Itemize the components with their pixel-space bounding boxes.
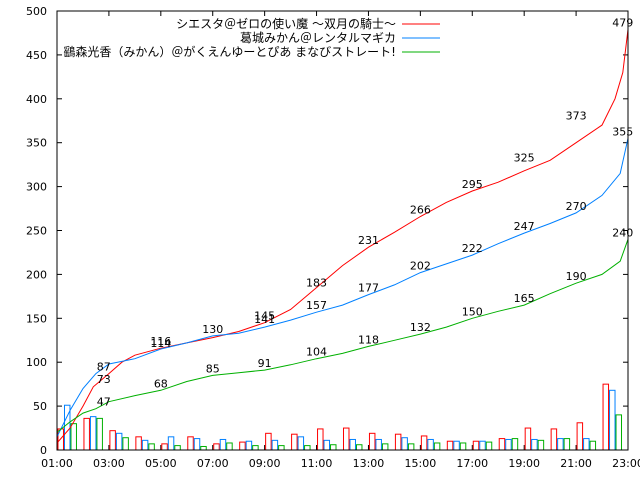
legend: シエスタ＠ゼロの使い魔 〜双月の騎士〜葛城みかん＠レンタルマギカ鷂森光香（みかん… — [63, 16, 440, 59]
x-tick-label: 23:00 — [612, 457, 640, 470]
x-tick-label: 01:00 — [41, 457, 73, 470]
x-tick-label: 03:00 — [93, 457, 125, 470]
plot-background — [57, 11, 628, 450]
data-label: 247 — [514, 220, 535, 233]
data-label: 87 — [97, 361, 111, 374]
y-tick-label: 300 — [26, 181, 47, 194]
y-tick-label: 50 — [33, 400, 47, 413]
data-label: 145 — [254, 310, 275, 323]
y-tick-label: 0 — [40, 444, 47, 457]
data-label: 130 — [202, 323, 223, 336]
y-tick-label: 200 — [26, 268, 47, 281]
y-tick-label: 100 — [26, 356, 47, 369]
data-label: 177 — [358, 282, 379, 295]
data-label: 104 — [306, 346, 327, 359]
x-tick-label: 11:00 — [301, 457, 333, 470]
data-label: 266 — [410, 203, 431, 216]
data-label: 295 — [462, 178, 483, 191]
y-tick-label: 350 — [26, 137, 47, 150]
x-tick-label: 17:00 — [456, 457, 488, 470]
data-label: 355 — [612, 125, 633, 138]
series-line — [56, 239, 629, 433]
y-tick-label: 400 — [26, 93, 47, 106]
data-label: 270 — [566, 200, 587, 213]
series-line — [56, 29, 629, 444]
data-label: 150 — [462, 305, 483, 318]
data-label: 373 — [566, 110, 587, 123]
data-label: 91 — [258, 357, 272, 370]
data-label: 118 — [358, 333, 379, 346]
legend-label: 葛城みかん＠レンタルマギカ — [240, 31, 396, 45]
data-label: 183 — [306, 276, 327, 289]
data-label: 141 — [254, 313, 275, 326]
x-tick-label: 19:00 — [508, 457, 540, 470]
data-label: 47 — [97, 396, 111, 409]
data-label: 68 — [154, 377, 168, 390]
x-tick-label: 07:00 — [197, 457, 229, 470]
data-label: 132 — [410, 321, 431, 334]
x-tick-label: 13:00 — [353, 457, 385, 470]
series-line — [56, 138, 629, 438]
data-label: 325 — [514, 152, 535, 165]
data-label: 231 — [358, 234, 379, 247]
y-tick-label: 500 — [26, 5, 47, 18]
x-tick-label: 09:00 — [249, 457, 281, 470]
data-label: 114 — [150, 337, 171, 350]
x-axis: 01:00 03:00 05:00 07:00 09:00 11:00 13:00 15:00… — [41, 11, 640, 470]
data-label: 165 — [514, 292, 535, 305]
data-label: 73 — [97, 373, 111, 386]
data-label: 479 — [612, 16, 633, 29]
data-labels: 73 116 145 183 231 266 295 325 373 479 87 114 130 141… — [97, 16, 634, 408]
x-tick-label: 15:00 — [405, 457, 437, 470]
legend-label: シエスタ＠ゼロの使い魔 〜双月の騎士〜 — [176, 16, 396, 31]
data-label: 222 — [462, 242, 483, 255]
legend-label: 鷂森光香（みかん）＠がくえんゆーとぴあ まなびストレート! — [63, 44, 396, 59]
y-tick-label: 150 — [26, 312, 47, 325]
plot-frame — [56, 10, 629, 451]
cumulative-lines — [56, 29, 629, 444]
y-tick-label: 450 — [26, 49, 47, 62]
y-axis: 0 50 100 150 200 250 300 350 400 450 500 — [26, 5, 628, 457]
data-label: 190 — [566, 270, 587, 283]
data-label: 85 — [206, 362, 220, 375]
x-tick-label: 05:00 — [145, 457, 177, 470]
y-tick-label: 250 — [26, 225, 47, 238]
data-label: 116 — [150, 335, 171, 348]
data-label: 157 — [306, 299, 327, 312]
data-label: 240 — [612, 226, 633, 239]
x-tick-label: 21:00 — [560, 457, 592, 470]
data-label: 202 — [410, 260, 431, 273]
